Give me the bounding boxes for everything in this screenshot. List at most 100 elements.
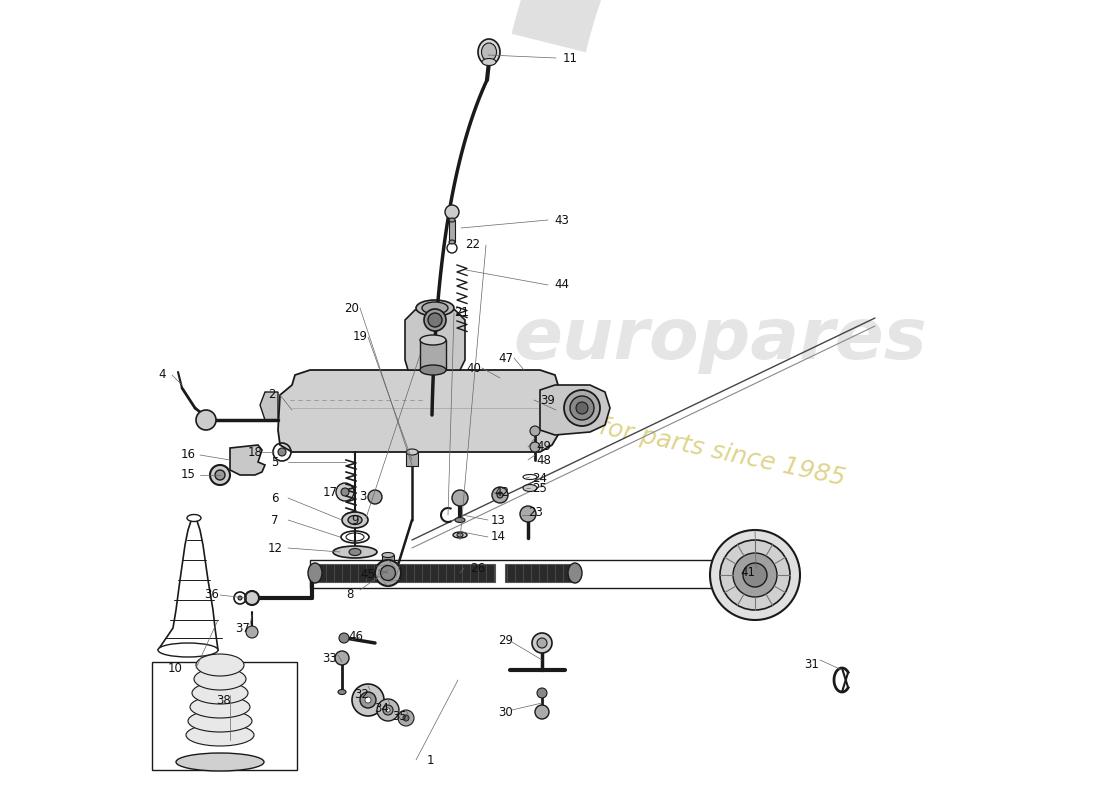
Text: 15: 15 bbox=[180, 469, 196, 482]
Polygon shape bbox=[540, 385, 611, 435]
Text: 33: 33 bbox=[322, 651, 338, 665]
Ellipse shape bbox=[382, 581, 394, 586]
Polygon shape bbox=[558, 388, 578, 420]
Text: 36: 36 bbox=[205, 589, 219, 602]
Text: 12: 12 bbox=[267, 542, 283, 554]
Text: 22: 22 bbox=[465, 238, 481, 251]
Circle shape bbox=[336, 651, 349, 665]
Circle shape bbox=[570, 396, 594, 420]
Bar bbox=[315, 564, 495, 582]
Circle shape bbox=[352, 684, 384, 716]
Text: 2: 2 bbox=[268, 389, 276, 402]
Circle shape bbox=[383, 705, 393, 715]
Ellipse shape bbox=[381, 566, 396, 581]
Text: 8: 8 bbox=[346, 589, 354, 602]
Bar bbox=[382, 555, 394, 583]
Ellipse shape bbox=[348, 515, 362, 525]
Ellipse shape bbox=[420, 335, 446, 345]
Circle shape bbox=[368, 490, 382, 504]
Circle shape bbox=[530, 442, 540, 452]
Text: 46: 46 bbox=[349, 630, 363, 643]
Text: 11: 11 bbox=[562, 51, 578, 65]
Ellipse shape bbox=[190, 696, 250, 718]
Circle shape bbox=[365, 697, 371, 703]
Circle shape bbox=[405, 717, 407, 719]
Ellipse shape bbox=[382, 553, 394, 558]
Circle shape bbox=[564, 390, 600, 426]
Text: 3: 3 bbox=[360, 490, 366, 502]
Circle shape bbox=[210, 465, 230, 485]
Ellipse shape bbox=[196, 654, 244, 676]
Text: europares: europares bbox=[513, 306, 927, 374]
Circle shape bbox=[196, 410, 216, 430]
Ellipse shape bbox=[522, 485, 537, 491]
Ellipse shape bbox=[482, 58, 496, 66]
Ellipse shape bbox=[568, 563, 582, 583]
Bar bbox=[505, 564, 575, 582]
Polygon shape bbox=[158, 518, 218, 650]
Circle shape bbox=[377, 699, 399, 721]
Text: 34: 34 bbox=[375, 702, 389, 714]
Text: 4: 4 bbox=[158, 369, 166, 382]
Circle shape bbox=[492, 487, 508, 503]
Text: 47: 47 bbox=[498, 351, 514, 365]
Circle shape bbox=[246, 626, 258, 638]
Circle shape bbox=[535, 705, 549, 719]
Text: 19: 19 bbox=[352, 330, 367, 343]
Circle shape bbox=[341, 488, 349, 496]
Circle shape bbox=[530, 426, 540, 436]
Ellipse shape bbox=[456, 533, 463, 537]
Ellipse shape bbox=[478, 39, 500, 65]
Ellipse shape bbox=[349, 549, 361, 555]
Ellipse shape bbox=[424, 309, 446, 331]
Circle shape bbox=[537, 688, 547, 698]
Ellipse shape bbox=[453, 532, 468, 538]
Ellipse shape bbox=[342, 512, 369, 528]
Ellipse shape bbox=[449, 240, 455, 244]
Ellipse shape bbox=[188, 710, 252, 732]
Ellipse shape bbox=[187, 514, 201, 522]
Text: 29: 29 bbox=[498, 634, 514, 646]
Ellipse shape bbox=[192, 682, 248, 704]
Text: 10: 10 bbox=[167, 662, 183, 674]
Circle shape bbox=[452, 490, 468, 506]
Ellipse shape bbox=[186, 724, 254, 746]
Ellipse shape bbox=[406, 449, 418, 455]
Text: 25: 25 bbox=[532, 482, 548, 494]
Circle shape bbox=[245, 591, 258, 605]
Circle shape bbox=[360, 692, 376, 708]
Bar bbox=[449, 220, 455, 242]
Circle shape bbox=[278, 448, 286, 456]
Ellipse shape bbox=[455, 518, 465, 522]
Circle shape bbox=[398, 710, 414, 726]
Polygon shape bbox=[260, 392, 278, 420]
Text: 41: 41 bbox=[740, 566, 756, 578]
Ellipse shape bbox=[158, 643, 218, 657]
Text: 1: 1 bbox=[427, 754, 433, 766]
Text: 31: 31 bbox=[804, 658, 820, 671]
Ellipse shape bbox=[338, 690, 346, 694]
Text: 6: 6 bbox=[272, 491, 278, 505]
Bar bbox=[420, 340, 446, 370]
Ellipse shape bbox=[428, 313, 442, 327]
Text: 42: 42 bbox=[495, 486, 509, 498]
Polygon shape bbox=[405, 308, 465, 370]
Polygon shape bbox=[230, 445, 265, 475]
Text: 23: 23 bbox=[529, 506, 543, 518]
Text: 45: 45 bbox=[361, 569, 375, 582]
Bar bbox=[406, 452, 418, 466]
Circle shape bbox=[733, 553, 777, 597]
Circle shape bbox=[336, 483, 354, 501]
Text: 26: 26 bbox=[471, 562, 485, 574]
Circle shape bbox=[339, 633, 349, 643]
Text: 16: 16 bbox=[180, 449, 196, 462]
Circle shape bbox=[520, 506, 536, 522]
Bar bbox=[310, 560, 780, 588]
Circle shape bbox=[532, 633, 552, 653]
Text: 17: 17 bbox=[322, 486, 338, 498]
Text: 48: 48 bbox=[537, 454, 551, 466]
Text: 39: 39 bbox=[540, 394, 556, 406]
Circle shape bbox=[403, 715, 409, 721]
Circle shape bbox=[742, 563, 767, 587]
Text: 32: 32 bbox=[354, 689, 370, 702]
